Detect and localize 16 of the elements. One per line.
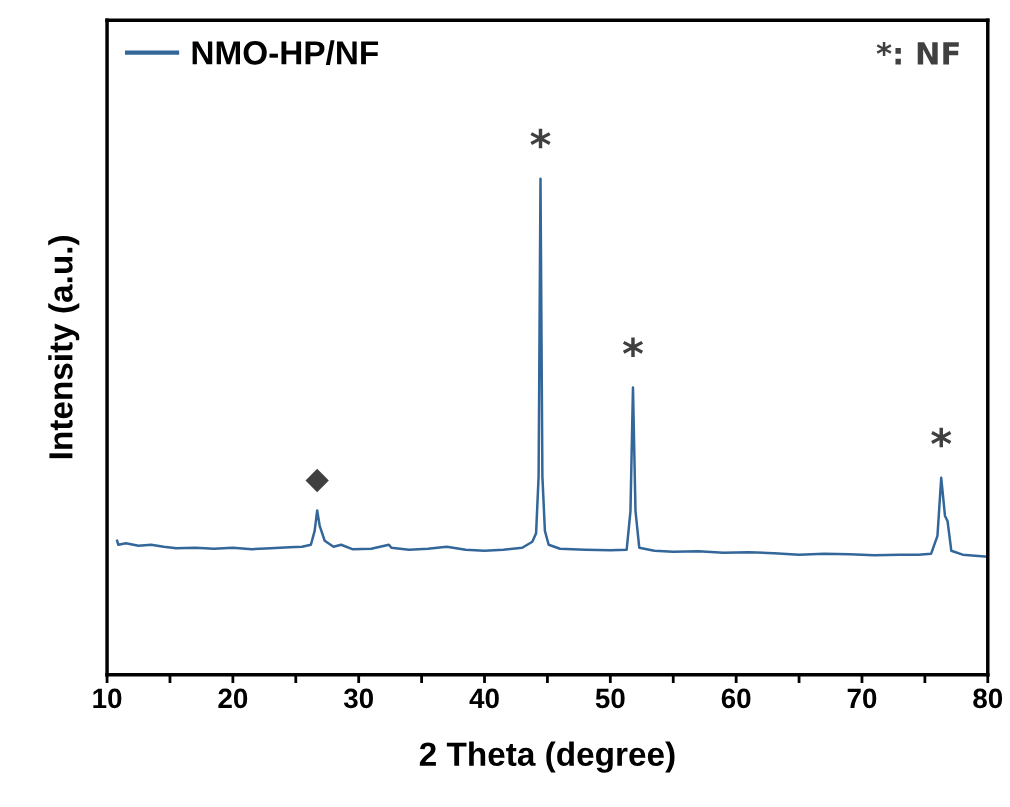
x-tick-label: 20	[218, 688, 248, 709]
x-tick-label: 50	[595, 688, 625, 709]
annotation: *	[530, 128, 551, 149]
y-axis-title: Intensity (a.u.)	[48, 236, 80, 459]
legend-label: NMO-HP/NF	[192, 40, 379, 65]
x-tick-label: 70	[847, 688, 877, 709]
annotation: *	[622, 337, 644, 357]
x-tick-label: 80	[973, 688, 1003, 709]
annotation: ◆	[305, 468, 329, 493]
x-tick-label: 60	[721, 688, 751, 709]
x-tick-label: 30	[343, 688, 374, 709]
x-tick-label: 10	[93, 688, 122, 709]
text: *: NF	[876, 41, 959, 65]
x-axis-title: 2 Theta (degree)	[419, 741, 675, 773]
x-tick-label: 40	[469, 688, 499, 709]
annotation: *	[931, 427, 952, 448]
